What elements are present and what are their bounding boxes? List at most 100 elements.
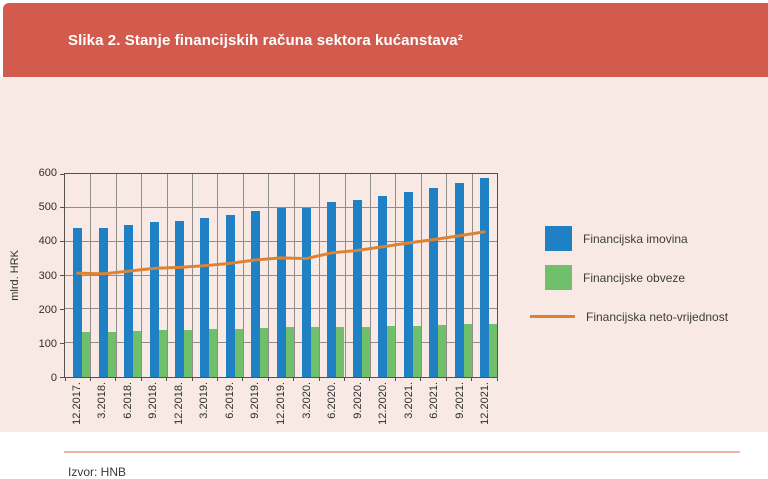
x-tick-mark xyxy=(242,377,244,381)
assets-bar xyxy=(124,224,134,377)
bar-group xyxy=(167,174,193,377)
bar-group xyxy=(116,174,142,377)
x-tick-mark xyxy=(267,377,269,381)
bar-group xyxy=(217,174,243,377)
plot-area xyxy=(60,173,498,381)
x-label-cell: 12.2018. xyxy=(166,382,192,425)
assets-bar xyxy=(175,220,185,377)
x-tick-label: 12.2017. xyxy=(70,382,83,425)
gridline-horizontal xyxy=(65,206,497,208)
x-label-cell: 3.2020. xyxy=(294,382,320,419)
x-tick-label: 12.2018. xyxy=(172,382,185,425)
bar-group xyxy=(268,174,294,377)
y-tick-mark xyxy=(60,376,64,378)
x-tick-mark xyxy=(64,377,66,381)
x-label-cell: 6.2020. xyxy=(319,382,345,419)
gridline-vertical xyxy=(471,174,473,377)
y-tick-mark xyxy=(60,241,64,243)
net-value-line xyxy=(76,230,486,276)
bar-group xyxy=(395,174,421,377)
liabilities-swatch-icon xyxy=(545,265,572,290)
x-label-cell: 3.2021. xyxy=(396,382,422,419)
liabilities-bar xyxy=(260,327,269,377)
gridline-vertical xyxy=(395,174,397,377)
x-label-cell: 12.2017. xyxy=(64,382,90,425)
liabilities-bar xyxy=(361,326,370,377)
figure-title: Slika 2. Stanje financijskih računa sekt… xyxy=(68,31,463,49)
assets-bar xyxy=(403,191,413,377)
gridline-vertical xyxy=(141,174,143,377)
gridline-vertical xyxy=(319,174,321,377)
liabilities-bar xyxy=(209,329,218,377)
assets-bar xyxy=(454,183,464,377)
x-tick-mark xyxy=(115,377,117,381)
bar-series xyxy=(65,174,497,377)
assets-bar xyxy=(479,178,489,377)
assets-swatch-icon xyxy=(545,226,572,251)
liabilities-bar xyxy=(107,331,116,377)
net-line-swatch-icon xyxy=(530,304,575,329)
x-tick-mark xyxy=(445,377,447,381)
legend-item-liabilities: Financijske obveze xyxy=(530,265,765,290)
x-tick-mark xyxy=(191,377,193,381)
chart-panel: mlrd. HRK 0 100 200 300 400 500 600 12.2017. 3.… xyxy=(0,77,768,479)
x-tick-label: 9.2020. xyxy=(351,382,364,419)
x-tick-mark xyxy=(216,377,218,381)
bar-group xyxy=(421,174,447,377)
y-axis-labels: 0 100 200 300 400 500 600 xyxy=(20,167,57,384)
x-tick-mark xyxy=(89,377,91,381)
x-label-cell: 9.2018. xyxy=(141,382,167,419)
gridline-vertical xyxy=(166,174,168,377)
bar-group xyxy=(141,174,167,377)
y-tick-mark xyxy=(60,207,64,209)
assets-bar xyxy=(251,210,261,377)
bar-group xyxy=(319,174,345,377)
bar-group xyxy=(472,174,497,377)
x-tick-label: 6.2019. xyxy=(223,382,236,419)
x-tick-label: 3.2018. xyxy=(96,382,109,419)
bar-group xyxy=(192,174,218,377)
x-tick-label: 6.2021. xyxy=(428,382,441,419)
x-tick-mark xyxy=(166,377,168,381)
x-tick-label: 12.2021. xyxy=(479,382,492,425)
y-tick-label: 100 xyxy=(38,337,57,350)
x-label-cell: 9.2020. xyxy=(345,382,371,419)
gridline-vertical xyxy=(420,174,422,377)
bar-group xyxy=(65,174,91,377)
x-tick-mark xyxy=(293,377,295,381)
bar-group xyxy=(446,174,472,377)
x-tick-label: 3.2021. xyxy=(402,382,415,419)
liabilities-bar xyxy=(387,326,396,377)
bar-group xyxy=(294,174,320,377)
x-tick-label: 3.2020. xyxy=(300,382,313,419)
assets-bar xyxy=(149,221,159,377)
x-label-cell: 3.2019. xyxy=(192,382,218,419)
assets-bar xyxy=(73,228,83,377)
bar-group xyxy=(90,174,116,377)
liabilities-bar xyxy=(82,332,91,377)
figure-header-band: Slika 2. Stanje financijskih računa sekt… xyxy=(3,3,768,77)
source-note: Izvor: HNB xyxy=(68,465,127,479)
assets-bar xyxy=(98,227,108,377)
x-tick-label: 9.2021. xyxy=(453,382,466,419)
legend: Financijska imovina Financijske obveze F… xyxy=(530,226,765,329)
liabilities-bar xyxy=(336,326,345,377)
x-label-cell: 12.2020. xyxy=(370,382,396,425)
liabilities-bar xyxy=(133,331,142,377)
assets-bar xyxy=(429,187,439,377)
bar-group xyxy=(344,174,370,377)
x-tick-label: 9.2018. xyxy=(147,382,160,419)
net-line-path xyxy=(76,230,486,276)
x-label-cell: 6.2019. xyxy=(217,382,243,419)
x-axis-labels: 12.2017. 3.2018. 6.2018. 9.2018. 12.2018. 3.2… xyxy=(64,382,498,450)
legend-item-assets: Financijska imovina xyxy=(530,226,765,251)
liabilities-bar xyxy=(311,327,320,377)
liabilities-bar xyxy=(463,324,472,377)
liabilities-bar xyxy=(285,327,294,377)
x-tick-mark xyxy=(420,377,422,381)
x-label-cell: 9.2019. xyxy=(243,382,269,419)
x-tick-mark xyxy=(471,377,473,381)
y-tick-label: 0 xyxy=(50,372,57,384)
assets-bar xyxy=(276,207,286,377)
legend-item-net: Financijska neto-vrijednost xyxy=(530,304,765,329)
